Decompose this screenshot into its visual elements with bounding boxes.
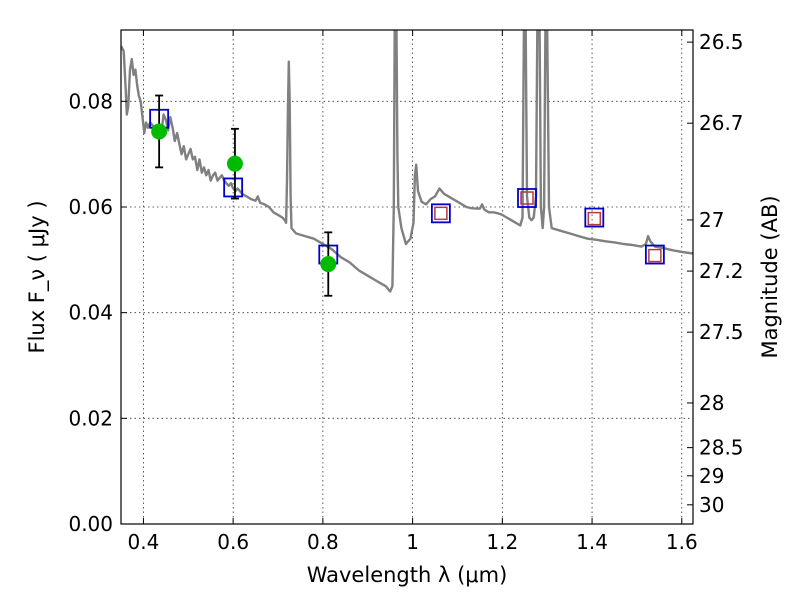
observed-flux-square	[434, 206, 448, 221]
x-tick-label: 1.2	[486, 530, 518, 554]
series-layer	[121, 30, 693, 293]
x-tick-label: 0.6	[217, 530, 249, 554]
tick-labels: 0.4 0.6 0.8 1 1.2 1.4 1.6 0.00 0.02 0.04 0.06 0.08 2…	[68, 30, 743, 554]
sed-model-line	[121, 30, 693, 293]
y-tick-label: 0.08	[68, 89, 113, 113]
photometry-point	[320, 256, 337, 273]
model-flux-square	[584, 207, 605, 228]
plot-frame	[120, 29, 694, 525]
y-axis-label: Flux F_ν ( μJy )	[25, 200, 50, 353]
y-tick-label: 0.00	[68, 512, 113, 536]
mag-tick-label: 26.7	[699, 111, 744, 135]
photometry-point	[151, 123, 168, 140]
ticks	[121, 30, 693, 525]
mag-tick-label: 29	[699, 464, 724, 488]
x-tick-label: 0.8	[307, 530, 339, 554]
observed-flux-square	[648, 248, 662, 263]
y-tick-label: 0.06	[68, 195, 113, 219]
y-tick-label: 0.04	[68, 301, 113, 325]
model-flux-square	[430, 203, 451, 224]
model-flux-square	[644, 244, 665, 265]
photometry-point	[226, 155, 243, 172]
mag-tick-label: 30	[699, 493, 724, 517]
x-tick-label: 1.6	[666, 530, 698, 554]
x-tick-label: 1.4	[576, 530, 608, 554]
mag-tick-label: 26.5	[699, 30, 744, 54]
observed-flux-square	[587, 211, 602, 226]
model-flux-square	[223, 177, 244, 198]
x-tick-label: 0.4	[128, 530, 160, 554]
mag-tick-label: 28.5	[699, 436, 744, 460]
y-tick-label: 0.02	[68, 406, 113, 430]
mag-tick-label: 28	[699, 391, 724, 415]
mag-tick-label: 27	[699, 208, 724, 232]
mag-tick-label: 27.2	[699, 259, 744, 283]
y2-axis-label: Magnitude (AB)	[758, 195, 782, 358]
marker-layer	[149, 94, 665, 297]
observed-flux-square	[520, 191, 534, 205]
mag-tick-label: 27.5	[699, 320, 744, 344]
model-flux-square	[517, 188, 537, 208]
x-tick-label: 1	[406, 530, 419, 554]
x-axis-label: Wavelength λ (μm)	[307, 563, 508, 587]
